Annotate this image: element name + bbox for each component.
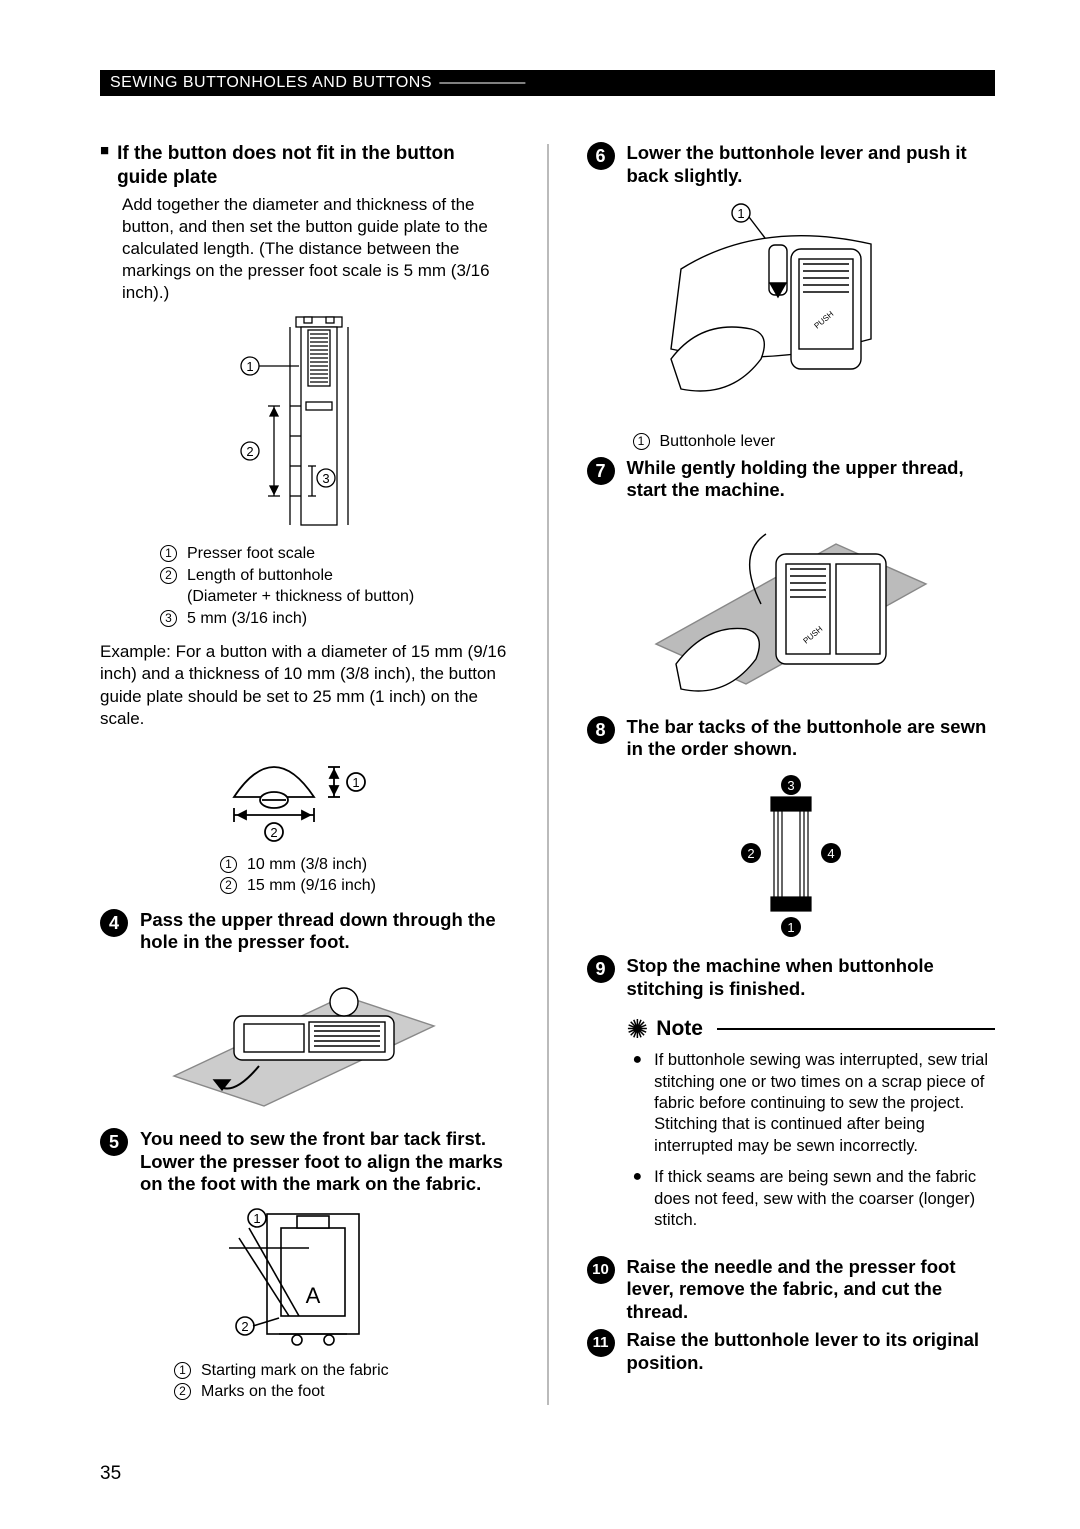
- example-paragraph: Example: For a button with a diameter of…: [100, 641, 509, 729]
- column-divider: [547, 144, 549, 1405]
- two-column-layout: ■ If the button does not fit in the butt…: [100, 142, 995, 1415]
- step-6: 6 Lower the buttonhole lever and push it…: [587, 142, 996, 187]
- step-5: 5 You need to sew the front bar tack fir…: [100, 1128, 509, 1196]
- figure-button-dims: 1 2: [100, 742, 509, 842]
- note-label: Note: [656, 1017, 703, 1041]
- step-11: 11 Raise the buttonhole lever to its ori…: [587, 1329, 996, 1374]
- figure6-callouts: 1Buttonhole lever: [633, 431, 996, 453]
- left-column: ■ If the button does not fit in the butt…: [100, 142, 509, 1415]
- figure-step7: PUSH: [587, 514, 996, 704]
- subsection-title: ■ If the button does not fit in the butt…: [100, 142, 509, 190]
- subsection-title-text: If the button does not fit in the button…: [117, 142, 508, 190]
- note-rule: [717, 1028, 995, 1030]
- figure2-callouts: 110 mm (3/8 inch) 215 mm (9/16 inch): [220, 854, 376, 897]
- step-10: 10 Raise the needle and the presser foot…: [587, 1256, 996, 1324]
- bullet-icon: ●: [633, 1167, 643, 1231]
- step-title: Pass the upper thread down through the h…: [140, 909, 509, 954]
- svg-text:3: 3: [787, 778, 794, 793]
- callout-number: 3: [160, 610, 177, 627]
- step-number-icon: 4: [100, 909, 128, 937]
- figure-step4: [100, 966, 509, 1116]
- svg-text:2: 2: [242, 1319, 249, 1334]
- svg-text:2: 2: [747, 846, 754, 861]
- svg-text:4: 4: [827, 846, 834, 861]
- section-header: SEWING BUTTONHOLES AND BUTTONS ——————: [100, 70, 995, 96]
- svg-text:1: 1: [254, 1211, 261, 1226]
- svg-text:1: 1: [247, 359, 254, 374]
- figure5-callouts: 1Starting mark on the fabric 2Marks on t…: [174, 1360, 509, 1403]
- step-title: You need to sew the front bar tack first…: [140, 1128, 509, 1196]
- step-9: 9 Stop the machine when buttonhole stitc…: [587, 955, 996, 1000]
- svg-text:3: 3: [323, 471, 330, 486]
- step-7: 7 While gently holding the upper thread,…: [587, 457, 996, 502]
- bullet-icon: ●: [633, 1050, 643, 1157]
- figure1-callouts: 1Presser foot scale 2Length of buttonhol…: [160, 543, 509, 629]
- figure-step6: 1 PUSH: [587, 199, 996, 419]
- svg-text:2: 2: [247, 444, 254, 459]
- svg-text:1: 1: [737, 206, 744, 221]
- svg-text:A: A: [306, 1283, 321, 1308]
- svg-text:1: 1: [787, 920, 794, 935]
- step-4: 4 Pass the upper thread down through the…: [100, 909, 509, 954]
- callout-number: 2: [160, 567, 177, 584]
- manual-page: SEWING BUTTONHOLES AND BUTTONS —————— ■ …: [0, 0, 1080, 1455]
- figure-presser-foot-scale: 1 2 3: [100, 316, 509, 531]
- step-number-icon: 5: [100, 1128, 128, 1156]
- note-box: ✺ Note ●If buttonhole sewing was interru…: [627, 1016, 996, 1232]
- intro-paragraph: Add together the diameter and thickness …: [122, 194, 509, 304]
- square-bullet-icon: ■: [100, 142, 109, 161]
- right-column: 6 Lower the buttonhole lever and push it…: [587, 142, 996, 1415]
- section-header-text: SEWING BUTTONHOLES AND BUTTONS: [110, 74, 432, 91]
- figure-step8: 3 2 4 1: [587, 773, 996, 943]
- figure-step5: A 1 2: [100, 1208, 509, 1348]
- svg-text:2: 2: [271, 825, 278, 840]
- note-list: ●If buttonhole sewing was interrupted, s…: [627, 1050, 996, 1232]
- svg-text:1: 1: [353, 775, 360, 790]
- note-icon: ✺: [627, 1016, 649, 1042]
- step-8: 8 The bar tacks of the buttonhole are se…: [587, 716, 996, 761]
- page-number: 35: [100, 1463, 121, 1485]
- callout-number: 1: [160, 545, 177, 562]
